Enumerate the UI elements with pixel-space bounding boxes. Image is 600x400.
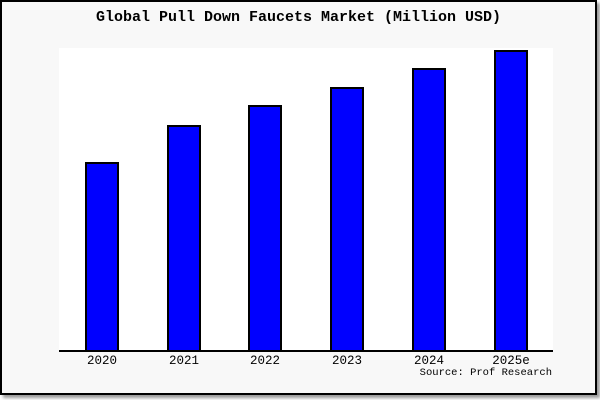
bar-2024 (412, 68, 446, 350)
chart-title: Global Pull Down Faucets Market (Million… (95, 9, 502, 26)
plot-area (59, 48, 553, 352)
x-label-2025e: 2025e (492, 354, 530, 368)
x-label-2023: 2023 (331, 354, 362, 368)
bar-2025e (494, 50, 528, 350)
bar-2021 (167, 125, 201, 350)
bar-2023 (330, 87, 364, 350)
bar-2022 (248, 105, 282, 350)
x-label-2021: 2021 (168, 354, 199, 368)
bar-2020 (85, 162, 119, 350)
x-label-2020: 2020 (86, 354, 117, 368)
x-label-2024: 2024 (413, 354, 444, 368)
source-note: Source: Prof Research (419, 367, 552, 379)
x-label-2022: 2022 (249, 354, 280, 368)
x-axis-labels: 2020 2021 2022 2023 2024 2025e (59, 354, 553, 370)
